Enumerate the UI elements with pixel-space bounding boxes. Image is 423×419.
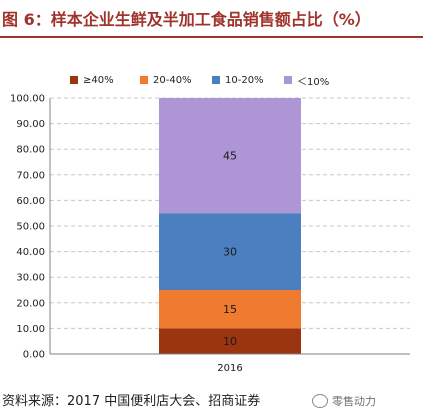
- legend-label: ＜10%: [297, 76, 330, 88]
- y-tick-label: 100.00: [10, 94, 45, 105]
- title-divider: [0, 36, 423, 38]
- y-tick-label: 60.00: [16, 196, 45, 207]
- data-label: 10: [223, 335, 237, 348]
- legend-item-lt10: ＜10%: [284, 73, 330, 88]
- y-tick-label: 70.00: [16, 170, 45, 181]
- legend-swatch: [70, 76, 78, 84]
- y-tick-label: 20.00: [16, 298, 45, 309]
- legend-label: 20-40%: [153, 74, 192, 86]
- legend-item-ge40: ≥40%: [70, 73, 114, 87]
- bar-segment: [159, 213, 301, 290]
- bar-segment: [159, 98, 301, 214]
- y-tick-label: 40.00: [16, 247, 45, 258]
- legend-label: ≥40%: [83, 74, 114, 86]
- legend-swatch: [140, 76, 148, 84]
- axes: 0.00 10.00 20.00 30.00 40.00 50.00 60.00 70.00 8…: [10, 94, 410, 374]
- legend-swatch: [284, 76, 292, 84]
- y-tick-label: 10.00: [16, 324, 45, 335]
- x-tick-label: 2016: [217, 363, 242, 374]
- y-tick-label: 50.00: [16, 222, 45, 233]
- bar-segment: [159, 290, 301, 329]
- data-label: 15: [223, 303, 237, 316]
- legend-swatch: [212, 76, 220, 84]
- chart-legend: ≥40% 20-40% 10-20% ＜10%: [70, 73, 423, 88]
- grid-lines: [50, 97, 410, 329]
- y-tick-label: 30.00: [16, 273, 45, 284]
- legend-item-10-20: 10-20%: [212, 73, 264, 87]
- legend-label: 10-20%: [225, 74, 264, 86]
- source-note: 资料来源：2017 中国便利店大会、招商证券: [2, 394, 261, 409]
- watermark: 零售动力: [312, 390, 376, 412]
- y-tick-label: 0.00: [23, 350, 45, 361]
- y-tick-label: 90.00: [16, 119, 45, 130]
- data-label: 30: [223, 246, 237, 259]
- bar-segment: [159, 328, 301, 354]
- watermark-text: 零售动力: [332, 395, 376, 408]
- legend-item-20-40: 20-40%: [140, 73, 192, 87]
- bar-segments: 10 15 30 45: [159, 98, 301, 354]
- wechat-icon: [312, 394, 328, 408]
- data-label: 45: [223, 150, 237, 163]
- y-tick-label: 80.00: [16, 145, 45, 156]
- chart-title: 图 6：样本企业生鲜及半加工食品销售额占比（%）: [2, 10, 371, 29]
